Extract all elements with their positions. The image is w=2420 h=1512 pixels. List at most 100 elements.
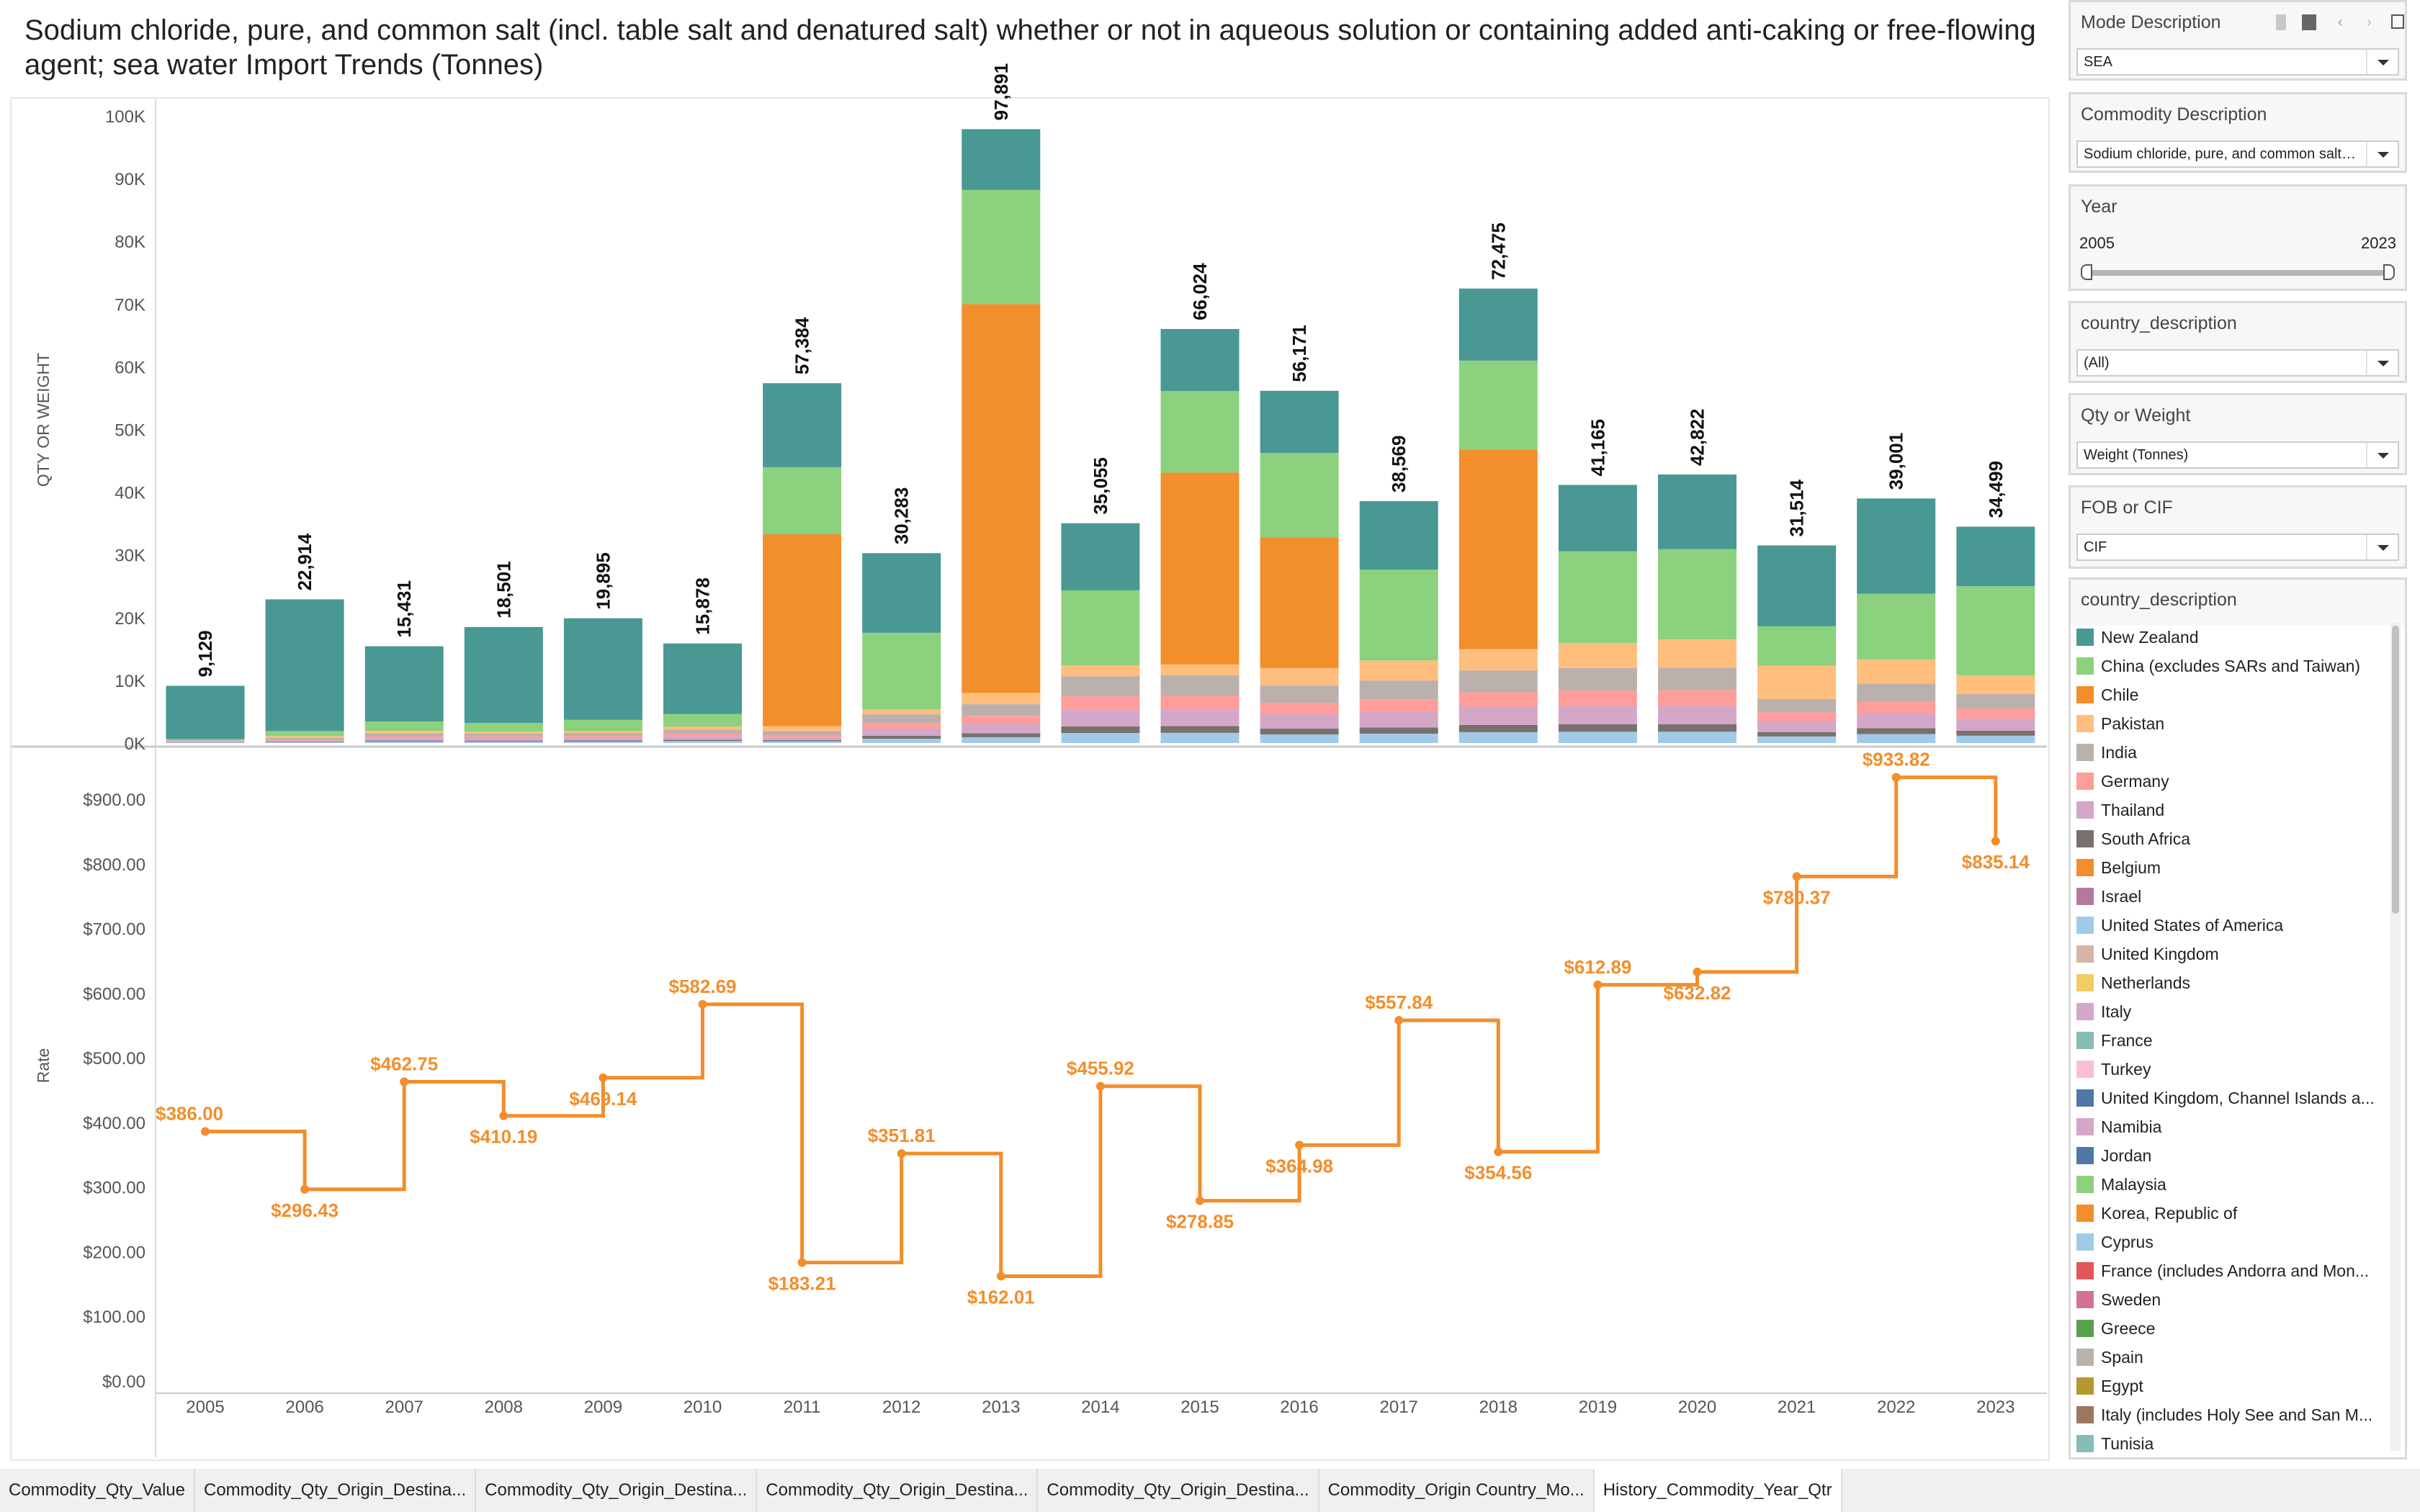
legend-label: India (2101, 742, 2137, 762)
legend-item[interactable]: Jordan (2076, 1141, 2383, 1170)
bar-segment (862, 553, 941, 633)
legend-item[interactable]: Malaysia (2076, 1170, 2383, 1199)
legend-item[interactable]: Egypt (2076, 1372, 2383, 1400)
legend-item[interactable]: Sweden (2076, 1285, 2383, 1314)
legend-item[interactable]: Germany (2076, 767, 2383, 796)
next-sheet-icon[interactable]: › (2367, 14, 2372, 30)
legend-item[interactable]: New Zealand (2076, 623, 2383, 652)
sheet-tab[interactable]: Commodity_Qty_Origin_Destina... (757, 1469, 1039, 1512)
legend-item[interactable]: France (2076, 1026, 2383, 1055)
legend-item[interactable]: Spain (2076, 1343, 2383, 1372)
legend-swatch (2076, 974, 2094, 991)
presentation-icon[interactable] (2391, 14, 2404, 29)
x-tick-label: 2016 (1280, 1398, 1318, 1417)
bar-total-label: 38,569 (1388, 436, 1410, 493)
rate-label: $582.69 (669, 976, 737, 997)
bar-segment (763, 534, 842, 726)
commodity-dropdown[interactable]: Sodium chloride, pure, and common salt (… (2076, 140, 2399, 168)
legend-item[interactable]: South Africa (2076, 824, 2383, 853)
legend-scrollbar[interactable] (2390, 623, 2401, 1451)
bar-segment (1061, 590, 1140, 666)
legend-label: France (includes Andorra and Mon... (2101, 1261, 2370, 1280)
legend-item[interactable]: Italy (2076, 997, 2383, 1026)
legend-scrollbar-thumb[interactable] (2392, 626, 2399, 914)
bar-segment (364, 733, 444, 737)
rate-point (1394, 1016, 1404, 1025)
year-slider-max-handle[interactable] (2383, 264, 2395, 280)
chevron-down-icon[interactable] (2366, 50, 2398, 74)
bar-segment (464, 723, 543, 732)
legend-swatch (2076, 1406, 2094, 1423)
year-slider-track[interactable] (2085, 270, 2390, 276)
legend-label: Spain (2101, 1347, 2143, 1367)
legend-label: Belgium (2101, 858, 2161, 877)
bar-segment (1458, 706, 1538, 725)
sheet-tab[interactable]: Commodity_Origin Country_Mo... (1319, 1469, 1595, 1512)
bar-total-label: 15,431 (393, 580, 415, 638)
legend-item[interactable]: Israel (2076, 882, 2383, 911)
chevron-down-icon[interactable] (2366, 535, 2398, 559)
legend-item[interactable]: Chile (2076, 680, 2383, 709)
bar-segment (862, 736, 941, 739)
legend-label: Namibia (2101, 1117, 2162, 1136)
y-tick-label: $200.00 (83, 1243, 145, 1262)
legend-item[interactable]: Greece (2076, 1314, 2383, 1343)
bar-segment (663, 714, 742, 727)
sheet-tab[interactable]: History_Commodity_Year_Qtr (1594, 1469, 1842, 1512)
bar-segment (862, 709, 941, 715)
legend-item[interactable]: Cyprus (2076, 1228, 2383, 1256)
legend-item[interactable]: France (includes Andorra and Mon... (2076, 1256, 2383, 1285)
bar-total-label: 34,499 (1985, 461, 2007, 518)
legend-item[interactable]: India (2076, 738, 2383, 767)
legend-item[interactable]: Thailand (2076, 796, 2383, 824)
filmstrip-icon[interactable] (2302, 14, 2316, 30)
legend-swatch (2076, 629, 2094, 646)
bar-segment (464, 742, 543, 743)
bar-segment (1558, 705, 1637, 724)
legend-item[interactable]: China (excludes SARs and Taiwan) (2076, 652, 2383, 680)
legend-item[interactable]: Korea, Republic of (2076, 1199, 2383, 1228)
legend-item[interactable]: Namibia (2076, 1112, 2383, 1141)
bar-segment (1658, 474, 1736, 549)
bar-segment (663, 726, 742, 730)
legend-item[interactable]: United Kingdom (2076, 940, 2383, 968)
mode-dropdown[interactable]: SEA (2076, 48, 2399, 76)
legend-label: Greece (2101, 1318, 2156, 1338)
y-tick-label: $700.00 (83, 920, 145, 940)
sheet-tab[interactable]: Commodity_Qty_Origin_Destina... (195, 1469, 477, 1512)
sheet-tab[interactable]: Commodity_Qty_Origin_Destina... (476, 1469, 758, 1512)
legend-item[interactable]: Tunisia (2076, 1429, 2383, 1458)
country-dropdown[interactable]: (All) (2076, 349, 2399, 377)
rate-point (1593, 980, 1603, 989)
sheet-tab[interactable]: Commodity_Qty_Origin_Destina... (1038, 1469, 1319, 1512)
fob-cif-dropdown[interactable]: CIF (2076, 534, 2399, 561)
year-slider-min-handle[interactable] (2081, 264, 2092, 280)
sheet-tab[interactable]: Commodity_Qty_Value (0, 1469, 195, 1512)
bar-total-label: 18,501 (493, 561, 514, 618)
legend-item[interactable]: Pakistan (2076, 709, 2383, 738)
bar-segment (1359, 699, 1438, 712)
bar-segment (1061, 696, 1140, 710)
bar-segment (1160, 675, 1240, 696)
legend-item[interactable]: Belgium (2076, 853, 2383, 882)
rate-label: $354.56 (1464, 1162, 1532, 1184)
grid-view-icon[interactable] (2276, 14, 2286, 30)
chevron-down-icon[interactable] (2366, 443, 2398, 467)
y-tick-label: 0K (125, 734, 145, 754)
rate-point (1693, 967, 1702, 976)
legend-swatch (2076, 715, 2094, 732)
country-value: (All) (2084, 355, 2110, 371)
legend-item[interactable]: Turkey (2076, 1055, 2383, 1084)
prev-sheet-icon[interactable]: ‹ (2338, 14, 2343, 30)
bar-segment (166, 740, 245, 742)
legend-item[interactable]: United States of America (2076, 911, 2383, 940)
legend-item[interactable]: Netherlands (2076, 968, 2383, 997)
qty-weight-dropdown[interactable]: Weight (Tonnes) (2076, 441, 2399, 469)
chevron-down-icon[interactable] (2366, 351, 2398, 375)
legend-item[interactable]: Italy (includes Holy See and San M... (2076, 1400, 2383, 1429)
bar-segment (1260, 390, 1339, 453)
bar-segment (166, 739, 245, 741)
bar-segment (166, 739, 245, 740)
chevron-down-icon[interactable] (2366, 142, 2398, 166)
legend-item[interactable]: United Kingdom, Channel Islands a... (2076, 1084, 2383, 1112)
